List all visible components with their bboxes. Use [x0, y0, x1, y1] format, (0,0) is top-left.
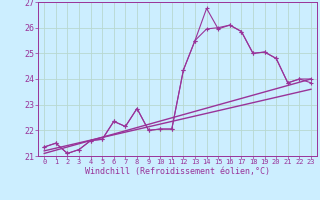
X-axis label: Windchill (Refroidissement éolien,°C): Windchill (Refroidissement éolien,°C) [85, 167, 270, 176]
